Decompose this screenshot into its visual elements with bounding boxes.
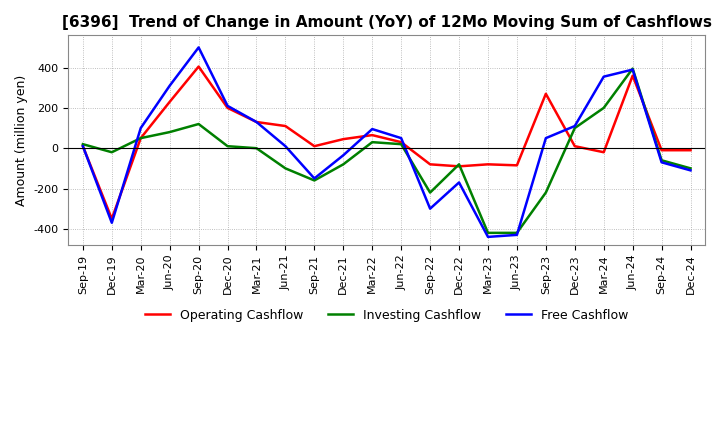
Operating Cashflow: [570, 143, 579, 149]
Operating Cashflow: [686, 147, 695, 153]
Free Cashflow: [570, 123, 579, 128]
Operating Cashflow: [166, 99, 174, 104]
Operating Cashflow: [541, 91, 550, 96]
Operating Cashflow: [397, 139, 405, 145]
Investing Cashflow: [541, 190, 550, 195]
Free Cashflow: [166, 83, 174, 88]
Free Cashflow: [368, 126, 377, 132]
Legend: Operating Cashflow, Investing Cashflow, Free Cashflow: Operating Cashflow, Investing Cashflow, …: [140, 304, 634, 327]
Free Cashflow: [484, 234, 492, 239]
Operating Cashflow: [484, 161, 492, 167]
Investing Cashflow: [339, 161, 348, 167]
Operating Cashflow: [194, 64, 203, 69]
Free Cashflow: [252, 119, 261, 125]
Operating Cashflow: [455, 164, 464, 169]
Investing Cashflow: [426, 190, 434, 195]
Investing Cashflow: [513, 230, 521, 235]
Operating Cashflow: [339, 136, 348, 142]
Y-axis label: Amount (million yen): Amount (million yen): [15, 74, 28, 206]
Free Cashflow: [426, 206, 434, 211]
Free Cashflow: [223, 103, 232, 109]
Free Cashflow: [629, 67, 637, 72]
Investing Cashflow: [310, 178, 319, 183]
Line: Free Cashflow: Free Cashflow: [83, 48, 690, 237]
Investing Cashflow: [600, 105, 608, 110]
Free Cashflow: [657, 160, 666, 165]
Investing Cashflow: [136, 136, 145, 141]
Free Cashflow: [194, 45, 203, 50]
Investing Cashflow: [281, 166, 289, 171]
Free Cashflow: [281, 143, 289, 149]
Investing Cashflow: [657, 158, 666, 163]
Operating Cashflow: [600, 150, 608, 155]
Operating Cashflow: [78, 143, 87, 149]
Operating Cashflow: [281, 123, 289, 128]
Free Cashflow: [78, 143, 87, 149]
Free Cashflow: [541, 136, 550, 141]
Free Cashflow: [686, 168, 695, 173]
Investing Cashflow: [107, 150, 116, 155]
Title: [6396]  Trend of Change in Amount (YoY) of 12Mo Moving Sum of Cashflows: [6396] Trend of Change in Amount (YoY) o…: [62, 15, 711, 30]
Operating Cashflow: [223, 105, 232, 110]
Free Cashflow: [600, 74, 608, 79]
Operating Cashflow: [310, 143, 319, 149]
Operating Cashflow: [107, 216, 116, 221]
Investing Cashflow: [78, 142, 87, 147]
Investing Cashflow: [629, 66, 637, 71]
Operating Cashflow: [136, 136, 145, 141]
Free Cashflow: [397, 136, 405, 141]
Investing Cashflow: [223, 143, 232, 149]
Free Cashflow: [136, 125, 145, 131]
Investing Cashflow: [570, 125, 579, 131]
Line: Operating Cashflow: Operating Cashflow: [83, 66, 690, 219]
Investing Cashflow: [194, 121, 203, 127]
Investing Cashflow: [397, 142, 405, 147]
Operating Cashflow: [426, 161, 434, 167]
Free Cashflow: [455, 180, 464, 185]
Investing Cashflow: [686, 166, 695, 171]
Operating Cashflow: [513, 163, 521, 168]
Operating Cashflow: [368, 132, 377, 138]
Operating Cashflow: [629, 73, 637, 78]
Investing Cashflow: [166, 129, 174, 135]
Free Cashflow: [107, 220, 116, 225]
Investing Cashflow: [484, 230, 492, 235]
Operating Cashflow: [657, 147, 666, 153]
Investing Cashflow: [252, 146, 261, 151]
Investing Cashflow: [455, 161, 464, 167]
Free Cashflow: [310, 176, 319, 181]
Investing Cashflow: [368, 139, 377, 145]
Free Cashflow: [339, 153, 348, 158]
Free Cashflow: [513, 232, 521, 238]
Operating Cashflow: [252, 119, 261, 125]
Line: Investing Cashflow: Investing Cashflow: [83, 69, 690, 233]
